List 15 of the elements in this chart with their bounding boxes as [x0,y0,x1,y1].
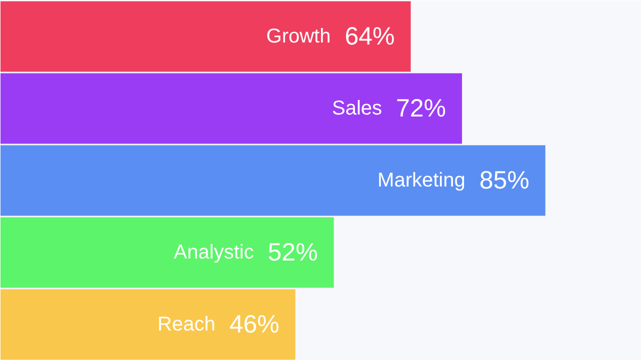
y-tick-label: Analystic [174,242,254,264]
bar [0,217,334,288]
y-tick-label: Sales [332,98,382,120]
data-label: 52% [268,238,318,266]
bar [0,73,462,144]
bar [0,1,411,72]
bar [0,145,546,216]
y-tick-label: Growth [266,26,331,48]
data-label: 85% [479,166,530,194]
data-label: 46% [229,310,280,338]
data-label: 72% [396,94,446,122]
data-label: 64% [344,22,395,50]
bar [0,289,296,360]
y-tick-label: Reach [158,314,216,336]
y-tick-label: Marketing [378,170,466,192]
